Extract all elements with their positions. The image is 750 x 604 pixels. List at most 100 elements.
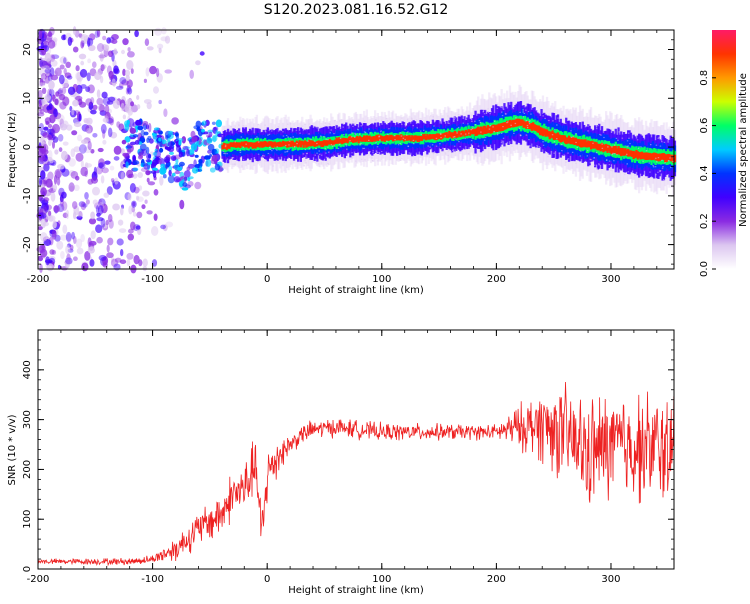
figure-title: S120.2023.081.16.52.G12 [264,2,449,18]
noise-blob [80,60,85,66]
ridge-speckle [575,141,577,144]
ridge-speckle [330,144,333,146]
noise-blob [38,122,45,132]
ridge-cell [631,150,634,157]
ridge-cell [365,135,368,141]
transition-blob [191,167,199,174]
ridge-speckle [501,140,503,142]
transition-blob [168,169,172,177]
ridge-cell [376,134,379,141]
ridge-speckle [575,162,577,164]
transition-blob [209,154,213,157]
transition-blob [162,174,167,179]
noise-blob [143,78,147,83]
noise-blob [56,177,61,186]
ridge-speckle [379,160,382,162]
ridge-cell [493,124,496,133]
y-tick-label: 100 [22,510,33,529]
ridge-speckle [305,155,307,157]
ridge-cell [651,153,655,160]
ridge-speckle [496,107,499,109]
ridge-speckle [657,137,659,139]
noise-blob [88,218,97,225]
noise-blob [80,160,84,168]
noise-blob [70,148,76,158]
noise-blob [44,75,50,84]
ridge-cell [462,130,465,135]
noise-blob [45,256,50,266]
ridge-speckle [561,155,564,157]
noise-blob [85,199,90,205]
ridge-speckle [314,154,316,156]
noise-blob [55,170,61,180]
ridge-speckle [587,130,589,132]
transition-blob [194,154,199,158]
transition-blob [187,177,191,182]
ridge-speckle [320,154,323,156]
ridge-cell [606,144,609,153]
ridge-speckle [339,137,342,139]
ridge-speckle [294,145,296,148]
ridge-cell [347,136,351,141]
ridge-speckle [316,152,318,154]
transition-blob [123,157,130,164]
noise-blob [73,184,80,191]
ridge-speckle [420,130,422,132]
ridge-speckle [258,164,261,166]
ridge-speckle [607,146,609,148]
ridge-speckle [327,163,329,165]
ridge-speckle [282,131,284,133]
noise-blob [67,36,73,47]
ridge-cell [633,151,637,158]
ridge-speckle [492,126,494,128]
ridge-cell [661,153,664,160]
ridge-cell [665,154,668,162]
noise-blob [78,53,87,60]
noise-blob [66,75,73,80]
ridge-cell [584,139,587,148]
ridge-cell [463,131,466,137]
ridge-speckle [397,122,399,124]
ridge-cell [250,142,253,147]
ridge-cell [412,136,415,142]
ridge-speckle [387,133,389,136]
ridge-speckle [612,152,614,154]
ridge-cell [496,124,499,132]
ridge-cell [599,143,602,152]
ridge-speckle [386,140,388,142]
ridge-speckle [478,120,481,122]
ridge-cell [591,140,594,149]
ridge-speckle [351,157,353,159]
noise-blob [65,231,72,242]
ridge-cell [588,141,591,148]
noise-blob [129,183,136,193]
noise-blob [43,96,49,105]
ridge-speckle [263,155,265,157]
ridge-speckle [241,165,243,167]
ridge-speckle [327,151,330,153]
ridge-speckle [593,157,595,159]
ridge-speckle [404,123,406,125]
ridge-speckle [627,145,629,147]
ridge-speckle [627,171,630,173]
ridge-speckle [257,153,260,155]
ridge-speckle [470,129,472,131]
transition-blob [175,133,179,140]
ridge-cell [658,153,661,162]
ridge-speckle [452,136,455,138]
ridge-speckle [615,137,618,139]
ridge-cell [572,136,575,145]
noise-blob [84,163,92,168]
ridge-speckle [351,132,353,134]
noise-blob [96,43,105,52]
ridge-speckle [483,139,486,141]
noise-blob [42,221,49,227]
ridge-speckle [513,132,515,134]
ridge-speckle [224,146,227,148]
ridge-speckle [269,148,272,150]
ridge-speckle [406,134,408,136]
noise-blob [80,234,85,243]
noise-blob [62,34,67,40]
noise-blob [66,233,72,243]
ridge-speckle [239,149,241,151]
